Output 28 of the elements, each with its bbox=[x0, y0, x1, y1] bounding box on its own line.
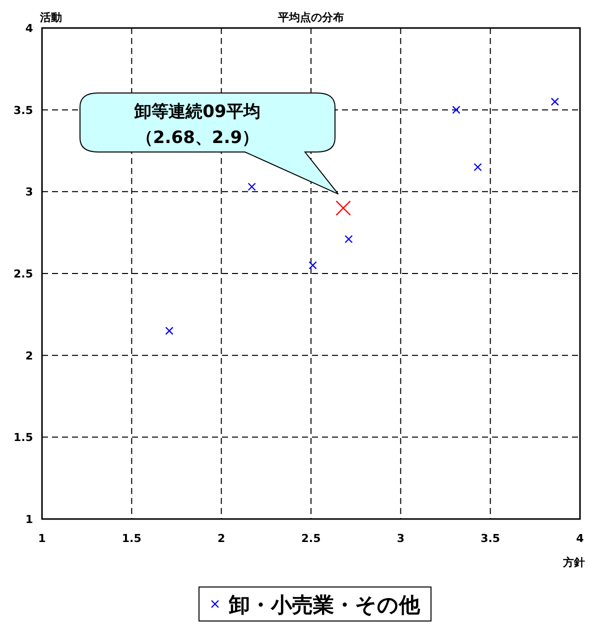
x-tick-label: 3 bbox=[396, 532, 404, 545]
y-tick-label: 2.5 bbox=[14, 268, 33, 280]
y-axis-title: 活動 bbox=[39, 11, 62, 24]
point bbox=[308, 261, 317, 270]
legend-label: 卸・小売業・その他 bbox=[228, 593, 421, 617]
annotation: （2.68、2.9） bbox=[136, 128, 260, 148]
y-tick-label: 1 bbox=[25, 513, 33, 526]
point bbox=[344, 235, 353, 244]
x-tick-label: 2 bbox=[218, 532, 226, 545]
x-tick-label: 3.5 bbox=[480, 532, 500, 545]
point bbox=[248, 182, 256, 191]
x-tick-label: 2.5 bbox=[301, 532, 321, 545]
point bbox=[550, 98, 559, 106]
point bbox=[452, 106, 460, 114]
x-tick-label: 1.5 bbox=[122, 532, 142, 545]
y-tick-label: 4 bbox=[25, 22, 34, 35]
point bbox=[165, 326, 174, 335]
y-tick-label: 3.5 bbox=[14, 104, 33, 117]
point bbox=[474, 163, 482, 172]
x-tick-label: 4 bbox=[576, 532, 584, 545]
y-tick-label: 3 bbox=[25, 186, 33, 199]
x-axis-title: 方針 bbox=[562, 556, 585, 569]
x-tick-label: 1 bbox=[38, 532, 46, 545]
y-tick-label: 2 bbox=[25, 349, 33, 362]
chart-title: 平均点の分布 bbox=[277, 11, 344, 24]
point bbox=[336, 200, 351, 216]
annotation: 卸等連続09平均 bbox=[134, 102, 260, 122]
y-tick-label: 1.5 bbox=[14, 431, 33, 444]
